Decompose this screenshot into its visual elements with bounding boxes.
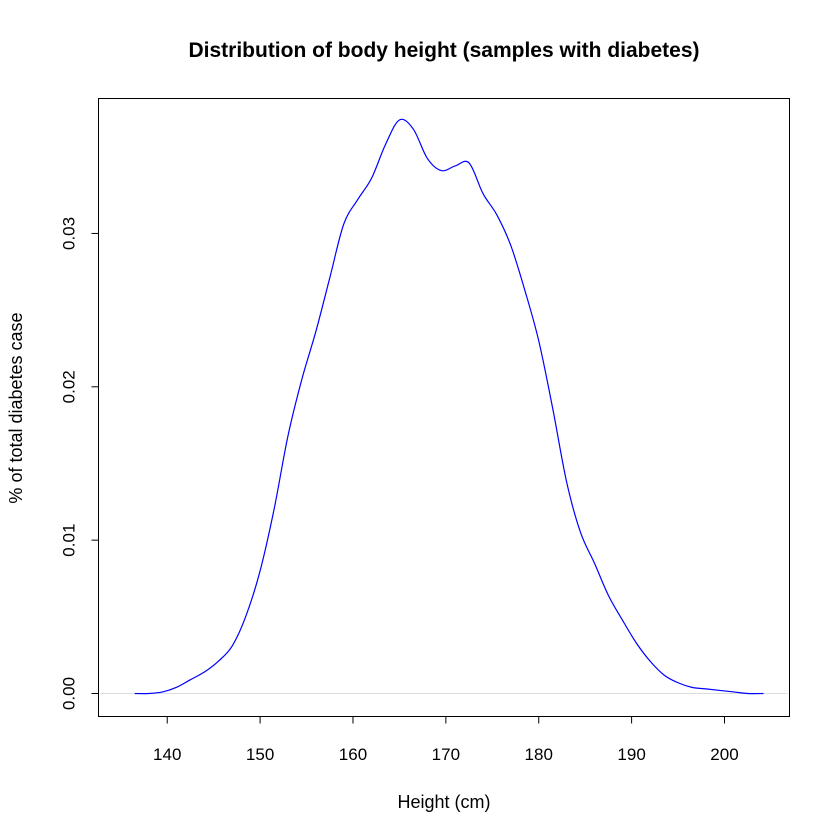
y-tick-label: 0.02 [59,370,78,403]
y-tick-label: 0.01 [59,524,78,557]
series-layer [134,118,764,695]
x-tick-label: 200 [710,745,738,764]
y-tick-label: 0.00 [59,677,78,710]
x-tick-label: 180 [525,745,553,764]
x-tick-label: 160 [339,745,367,764]
chart-title: Distribution of body height (samples wit… [188,39,699,62]
x-tick-label: 170 [432,745,460,764]
x-tick-label: 140 [153,745,181,764]
x-axis-label: Height (cm) [397,792,490,812]
y-tick-label: 0.03 [59,217,78,250]
density-curve [134,118,764,695]
x-axis: 140 150 160 170 180 190 200 [153,716,739,764]
x-tick-label: 150 [246,745,274,764]
x-tick-label: 190 [617,745,645,764]
y-axis-label: % of total diabetes case [6,312,26,503]
y-axis: 0.00 0.01 0.02 0.03 [59,217,99,710]
plot-area [98,98,790,717]
